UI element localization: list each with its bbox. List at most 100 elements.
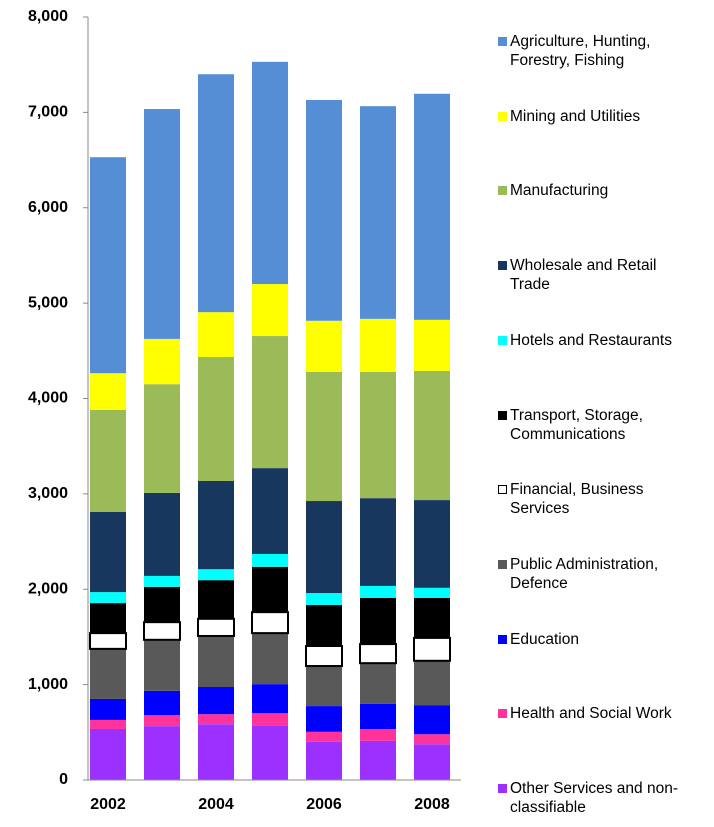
bar-segment <box>360 740 396 780</box>
bar-segment <box>414 744 450 780</box>
bar-segment <box>90 373 126 410</box>
legend-swatch <box>498 709 507 719</box>
bar-segment <box>252 336 288 469</box>
y-tick-label: 7,000 <box>28 104 68 121</box>
legend-swatch <box>498 335 507 345</box>
bar-segment <box>252 468 288 554</box>
bar-segment <box>360 498 396 586</box>
bar-segment <box>414 660 450 706</box>
legend-item: Agriculture, Hunting, Forestry, Fishing <box>498 32 688 70</box>
x-tick-label: 2008 <box>414 796 450 813</box>
bar-segment <box>144 690 180 716</box>
bar-segment <box>306 731 342 742</box>
legend-label: Agriculture, Hunting, Forestry, Fishing <box>510 33 651 69</box>
bar-segment <box>144 715 180 727</box>
legend-swatch <box>498 186 507 196</box>
bar-segment <box>414 93 450 320</box>
legend-item: Hotels and Restaurants <box>498 331 688 350</box>
bar-segment <box>251 611 289 635</box>
bar-segment <box>198 635 234 688</box>
bar-segment <box>198 687 234 715</box>
bar-segment <box>90 648 126 699</box>
bar-segment <box>306 706 342 732</box>
legend-item: Public Administration, Defence <box>498 555 688 593</box>
legend-swatch <box>498 634 507 644</box>
y-tick-label: 0 <box>59 771 68 788</box>
bar-segment <box>252 633 288 685</box>
legend-label: Mining and Utilities <box>510 107 641 125</box>
legend-item: Mining and Utilities <box>498 107 688 126</box>
bar-segment <box>252 713 288 726</box>
bar-segment <box>306 741 342 780</box>
legend-label: Education <box>510 630 579 648</box>
bar-segment <box>414 319 450 371</box>
y-tick-label: 1,000 <box>28 676 68 693</box>
bar-segment <box>90 157 126 374</box>
bar-segment <box>252 684 288 714</box>
bar-segment <box>414 587 450 598</box>
legend-swatch <box>498 410 507 420</box>
legend-swatch <box>498 261 507 271</box>
legend-item: Manufacturing <box>498 181 688 200</box>
bar-segment <box>306 99 342 321</box>
bar-segment <box>306 593 342 605</box>
bar-segment <box>144 586 180 623</box>
bar-segment <box>414 370 450 501</box>
bar-segment <box>305 644 343 668</box>
bar-segment <box>252 284 288 337</box>
bar-segment <box>198 724 234 780</box>
legend-item: Health and Social Work <box>498 704 688 723</box>
bar-segment <box>360 318 396 372</box>
legend-swatch <box>498 784 507 793</box>
bar-segment <box>198 714 234 725</box>
bar-segment <box>90 592 126 604</box>
legend-item: Education <box>498 630 688 649</box>
legend-item: Financial, Business Services <box>498 480 688 518</box>
legend-swatch <box>498 559 507 569</box>
x-tick-label: 2006 <box>306 796 342 813</box>
bar-segment <box>198 312 234 358</box>
bar-segment <box>90 409 126 512</box>
bar-segment <box>198 580 234 619</box>
bar-segment <box>144 338 180 385</box>
bar-segment <box>197 617 235 637</box>
legend-swatch <box>498 37 507 46</box>
bar-segment <box>89 632 127 650</box>
bar-segment <box>306 320 342 372</box>
bar-segment <box>360 663 396 704</box>
bar-segment <box>414 734 450 745</box>
x-tick-label: 2004 <box>198 796 234 813</box>
legend-label: Transport, Storage, Communications <box>510 406 643 443</box>
bar-segment <box>306 371 342 502</box>
bar-segment <box>144 639 180 691</box>
bar-segment <box>360 597 396 645</box>
y-tick-label: 8,000 <box>28 8 68 25</box>
bar-segment <box>306 604 342 646</box>
legend-label: Hotels and Restaurants <box>510 331 672 349</box>
bar-segment <box>144 575 180 587</box>
bar-segment <box>90 728 126 780</box>
bar-segment <box>144 384 180 493</box>
legend-item: Wholesale and Retail Trade <box>498 256 688 294</box>
legend-label: Health and Social Work <box>510 705 672 723</box>
bar-segment <box>198 480 234 570</box>
y-tick-label: 4,000 <box>28 390 68 407</box>
bar-segment <box>198 357 234 481</box>
bar-segment <box>90 603 126 634</box>
legend-swatch <box>498 485 507 495</box>
bar-segment <box>198 74 234 313</box>
bar-segment <box>252 566 288 613</box>
legend-label: Other Services and non-classifiable <box>510 780 679 816</box>
bar-segment <box>90 511 126 593</box>
legend-label: Public Administration, Defence <box>510 555 659 592</box>
y-tick-label: 2,000 <box>28 580 68 597</box>
bar-segment <box>413 636 451 662</box>
y-tick-label: 5,000 <box>28 294 68 311</box>
y-tick-label: 6,000 <box>28 199 68 216</box>
bar-segment <box>306 666 342 707</box>
legend-swatch <box>498 111 507 121</box>
bar-segment <box>414 705 450 735</box>
bar-segment <box>359 643 397 665</box>
